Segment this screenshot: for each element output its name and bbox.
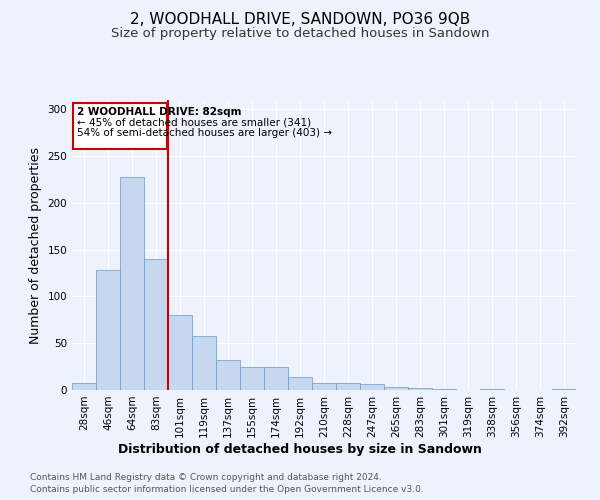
Bar (168, 315, 192, 390)
Bar (192, 336, 216, 390)
Bar (72, 384, 96, 390)
Text: 54% of semi-detached houses are larger (403) →: 54% of semi-detached houses are larger (… (77, 128, 332, 138)
Bar (360, 384, 384, 390)
Bar (144, 259, 168, 390)
Bar (432, 389, 456, 390)
Bar (96, 270, 120, 390)
Text: Size of property relative to detached houses in Sandown: Size of property relative to detached ho… (111, 28, 489, 40)
Text: Distribution of detached houses by size in Sandown: Distribution of detached houses by size … (118, 442, 482, 456)
Text: 2 WOODHALL DRIVE: 82sqm: 2 WOODHALL DRIVE: 82sqm (77, 106, 241, 117)
Bar (312, 382, 336, 390)
Text: Contains HM Land Registry data © Crown copyright and database right 2024.: Contains HM Land Registry data © Crown c… (30, 472, 382, 482)
Bar (120, 176, 144, 390)
Bar (552, 389, 576, 390)
Y-axis label: Number of detached properties: Number of detached properties (29, 146, 42, 344)
Text: Contains public sector information licensed under the Open Government Licence v3: Contains public sector information licen… (30, 485, 424, 494)
Bar (408, 388, 432, 390)
Text: 2, WOODHALL DRIVE, SANDOWN, PO36 9QB: 2, WOODHALL DRIVE, SANDOWN, PO36 9QB (130, 12, 470, 28)
Bar (264, 366, 288, 390)
FancyBboxPatch shape (73, 103, 167, 148)
Bar (288, 377, 312, 390)
Bar (384, 387, 408, 390)
Bar (240, 366, 264, 390)
Bar (336, 382, 360, 390)
Text: ← 45% of detached houses are smaller (341): ← 45% of detached houses are smaller (34… (77, 118, 311, 128)
Bar (480, 389, 504, 390)
Bar (216, 360, 240, 390)
